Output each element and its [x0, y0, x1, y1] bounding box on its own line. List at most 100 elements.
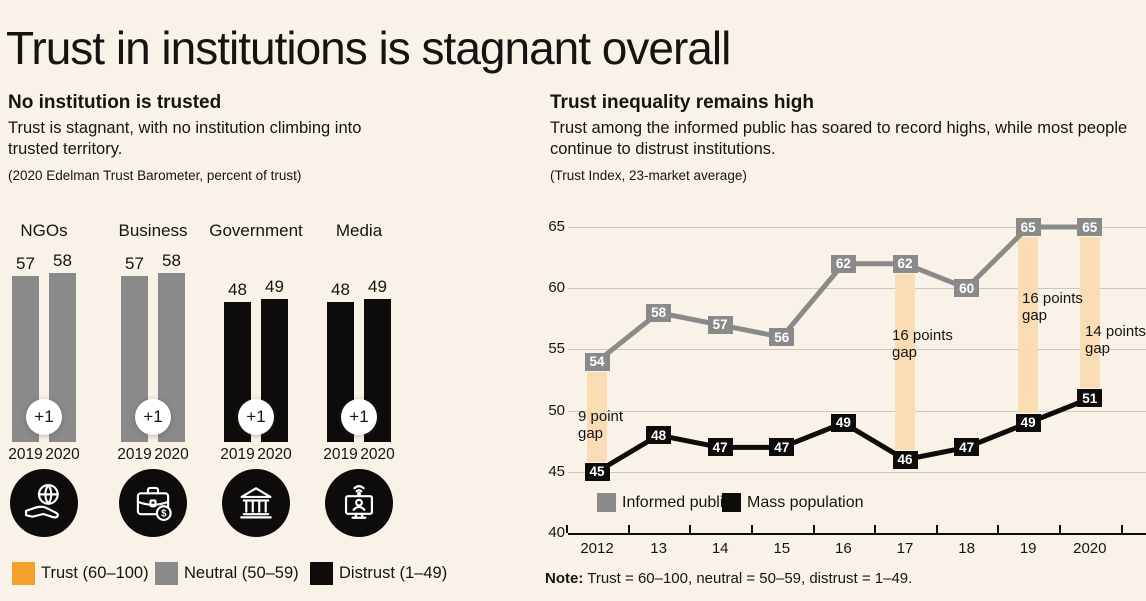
data-point-label: 58 [646, 303, 672, 322]
x-axis-label: 17 [896, 540, 914, 558]
gap-band [1079, 237, 1100, 389]
year-label: 2019 [8, 446, 43, 463]
bar-value: 58 [162, 250, 181, 270]
axis-tick [1059, 525, 1061, 534]
axis-tick [1120, 525, 1123, 534]
series-legend-label: Informed public [622, 494, 732, 511]
ngo-hand-globe-icon [10, 469, 78, 537]
category-label-government: Government [209, 221, 303, 240]
data-point-label: 56 [769, 328, 795, 347]
category-label-business: Business [118, 221, 188, 240]
y-axis-label: 60 [548, 279, 565, 297]
trust-scale-legend: Trust (60–100) Neutral (50–59) Distrust (1… [12, 562, 462, 588]
gap-band [1018, 237, 1039, 413]
y-axis-label: 55 [548, 340, 565, 358]
left-chart-source: (2020 Edelman Trust Barometer, percent o… [8, 167, 302, 183]
data-point-label: 65 [1077, 218, 1103, 236]
gap-annotation-line: gap [578, 425, 604, 443]
bar-value: 57 [16, 253, 35, 273]
y-axis-label: 45 [548, 462, 565, 480]
bar-value: 48 [331, 280, 350, 300]
bar-value: 49 [265, 277, 284, 297]
data-point-label: 47 [769, 438, 795, 457]
x-axis-label: 2020 [1073, 540, 1107, 558]
line-chart: 40 45 50 55 60 65 2012 13 14 15 16 17 18 19 2020 54 58 57… [545, 205, 1146, 565]
gridline [568, 471, 1146, 473]
series-legend-label: Mass population [747, 494, 864, 511]
data-point-label: 45 [584, 462, 610, 481]
axis-tick [566, 525, 569, 534]
bar-value: 57 [125, 253, 144, 273]
page-title: Trust in institutions is stagnant overal… [6, 21, 731, 74]
data-point-label: 49 [830, 413, 856, 432]
data-point-label: 51 [1077, 389, 1103, 408]
right-chart-title: Trust inequality remains high [550, 92, 814, 113]
data-point-label: 62 [830, 254, 856, 273]
data-point-label: 48 [646, 426, 672, 445]
axis-tick [751, 525, 753, 534]
data-point-label: 60 [954, 279, 980, 298]
data-point-label: 47 [707, 438, 733, 457]
data-point-label: 54 [584, 352, 610, 371]
change-badge: +1 [341, 399, 377, 435]
y-axis-label: 40 [548, 524, 565, 542]
legend-label: Trust (60–100) [41, 564, 149, 582]
axis-tick [689, 525, 692, 534]
axis-tick [812, 525, 815, 534]
category-label-ngos: NGOs [20, 221, 68, 240]
gap-annotation-line: gap [892, 344, 918, 362]
data-point-label: 46 [892, 450, 918, 469]
gap-annotation: 16 points gap [892, 327, 953, 362]
note-label: Note: [545, 570, 584, 587]
gap-band [587, 371, 607, 462]
gridline [568, 288, 1146, 290]
right-chart-subtitle: Trust among the informed public has soar… [550, 118, 1128, 159]
bar-value: 49 [368, 277, 387, 297]
gap-annotation-line: 16 points [892, 327, 953, 344]
gap-band [895, 273, 915, 450]
x-axis-label: 15 [773, 540, 791, 558]
gridline [568, 349, 1146, 351]
year-label: 2019 [220, 446, 255, 463]
y-axis-label: 50 [548, 401, 565, 419]
legend-label: Distrust (1–49) [339, 564, 448, 582]
x-axis-label: 16 [835, 540, 852, 558]
bar-value: 58 [53, 250, 72, 270]
change-badge: +1 [26, 399, 62, 435]
year-label: 2019 [323, 446, 358, 463]
left-chart-title: No institution is trusted [8, 92, 222, 113]
axis-tick [935, 525, 938, 534]
axis-tick [627, 525, 630, 534]
government-building-icon [222, 469, 290, 537]
data-point-label: 57 [707, 315, 733, 334]
x-axis-label: 19 [1019, 540, 1037, 558]
legend-chip [155, 562, 178, 585]
right-chart-source: (Trust Index, 23-market average) [550, 167, 747, 183]
year-label: 2020 [45, 446, 80, 463]
year-label: 2020 [360, 446, 395, 463]
series-legend-chip [722, 493, 741, 512]
data-point-label: 49 [1015, 413, 1041, 432]
svg-text:$: $ [161, 509, 167, 520]
data-point-label: 47 [954, 438, 980, 457]
change-badge: +1 [238, 399, 274, 435]
business-briefcase-icon: $ [119, 469, 187, 537]
year-label: 2019 [117, 446, 152, 463]
line-informed-public [595, 224, 1090, 364]
gap-annotation-line: gap [1022, 307, 1048, 325]
change-badge: +1 [135, 399, 171, 435]
gap-annotation: 16 points gap [1022, 290, 1083, 325]
series-legend-chip [597, 493, 616, 512]
chart-note: Note: Trust = 60–100, neutral = 50–59, d… [545, 570, 912, 587]
x-axis-label: 14 [711, 540, 729, 558]
gridline [568, 227, 1146, 228]
x-axis [568, 533, 1146, 536]
y-axis-label: 65 [548, 218, 565, 235]
gap-annotation: 14 points gap [1085, 323, 1146, 358]
legend-label: Neutral (50–59) [184, 564, 299, 582]
media-screen-icon [325, 469, 393, 537]
gridline [568, 410, 1146, 412]
bar-chart: NGOs 57 2019 58 2020 +1 Business 57 2019 58 2020 +1… [0, 215, 440, 545]
left-panel-header: No institution is trusted Trust is stagn… [8, 92, 408, 184]
